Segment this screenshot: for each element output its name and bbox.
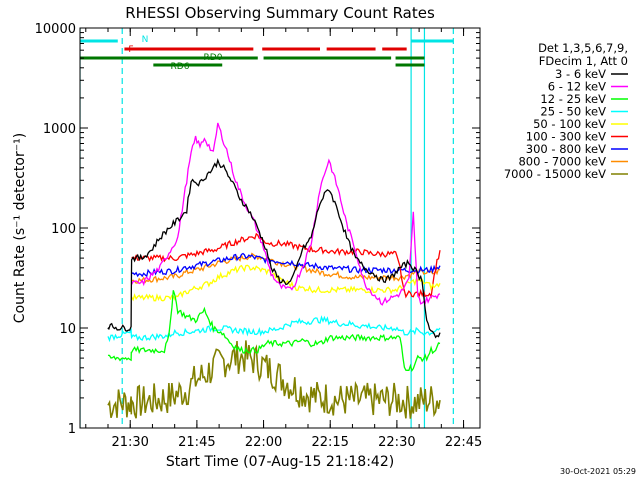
- legend-label-2: 12 - 25 keV: [540, 92, 606, 106]
- flag-label-rd0: RD0: [204, 53, 223, 63]
- flag-bar-rd0-0: [80, 56, 258, 60]
- legend-label-8: 7000 - 15000 keV: [504, 167, 606, 181]
- y-tick-label-0: 1: [68, 422, 76, 437]
- legend-label-7: 800 - 7000 keV: [518, 155, 606, 169]
- flag-bar-rd0-2: [395, 56, 425, 60]
- flag-bar-n-0: [80, 39, 118, 43]
- series-line-2: [107, 290, 441, 373]
- x-tick-label-4: 22:30: [378, 435, 415, 450]
- flag-label-rd6: RD6: [171, 62, 190, 72]
- flag-bar-rd6-0: [153, 63, 223, 67]
- series-line-6: [131, 252, 441, 278]
- x-tick-label-2: 22:00: [245, 435, 282, 450]
- flag-bar-rd6-1: [395, 63, 425, 67]
- y-tick-label-4: 10000: [35, 22, 76, 37]
- flag-label-n: N: [142, 35, 149, 45]
- legend-header-line-2: FDecim 1, Att 0: [539, 54, 628, 68]
- legend-label-4: 50 - 100 keV: [533, 117, 606, 131]
- series-line-3: [107, 315, 441, 343]
- flag-bar-f-1: [262, 47, 320, 51]
- x-tick-label-5: 22:45: [445, 435, 482, 450]
- x-tick-label-0: 21:30: [111, 435, 148, 450]
- flag-bar-f-3: [382, 47, 407, 51]
- plot-area: [80, 28, 454, 428]
- x-tick-label-1: 21:45: [178, 435, 215, 450]
- legend-label-0: 3 - 6 keV: [555, 67, 606, 81]
- x-tick-label-3: 22:15: [311, 435, 348, 450]
- y-tick-label-1: 10: [59, 322, 76, 337]
- y-tick-label-3: 1000: [43, 122, 76, 137]
- x-axis-label: Start Time (07-Aug-15 21:18:42): [166, 454, 394, 470]
- series-line-8: [107, 340, 441, 419]
- y-tick-label-2: 100: [51, 222, 76, 237]
- legend: Det 1,3,5,6,7,9, FDecim 1, Att 0 3 - 6 k…: [504, 41, 628, 181]
- legend-label-3: 25 - 50 keV: [540, 105, 606, 119]
- flag-bar-rd0-1: [263, 56, 392, 60]
- footer-timestamp: 30-Oct-2021 05:29: [560, 467, 636, 476]
- y-axis-label: Count Rate (s⁻¹ detector⁻¹): [12, 133, 28, 323]
- legend-label-5: 100 - 300 keV: [526, 130, 606, 144]
- flag-bar-f-0: [124, 47, 254, 51]
- x-axis: 21:30 21:45 22:00 22:15 22:30 22:45: [85, 28, 482, 450]
- flag-bar-f-2: [326, 47, 376, 51]
- series-line-0: [107, 157, 441, 339]
- y-axis: 1 10 100 1000 10000: [35, 22, 480, 437]
- legend-label-6: 300 - 800 keV: [526, 142, 606, 156]
- chart-title: RHESSI Observing Summary Count Rates: [125, 4, 435, 22]
- flag-bar-n-1: [411, 39, 454, 43]
- flag-label-f: F: [128, 45, 133, 55]
- legend-label-1: 6 - 12 keV: [548, 80, 606, 94]
- series-line-1: [131, 122, 441, 306]
- legend-header-line-1: Det 1,3,5,6,7,9,: [538, 41, 628, 55]
- series-line-5: [131, 232, 441, 299]
